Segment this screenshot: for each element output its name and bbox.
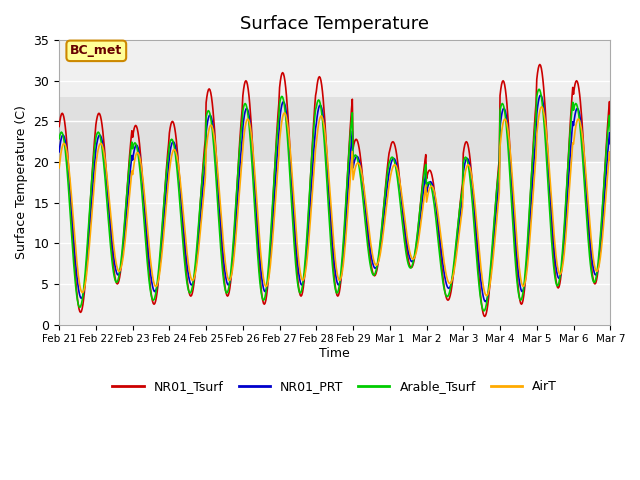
Bar: [59, 97, 611, 162]
Y-axis label: Surface Temperature (C): Surface Temperature (C): [15, 106, 28, 259]
Legend: NR01_Tsurf, NR01_PRT, Arable_Tsurf, AirT: NR01_Tsurf, NR01_PRT, Arable_Tsurf, AirT: [108, 375, 562, 398]
X-axis label: Time: Time: [319, 347, 350, 360]
Title: Surface Temperature: Surface Temperature: [240, 15, 429, 33]
Text: BC_met: BC_met: [70, 44, 122, 57]
